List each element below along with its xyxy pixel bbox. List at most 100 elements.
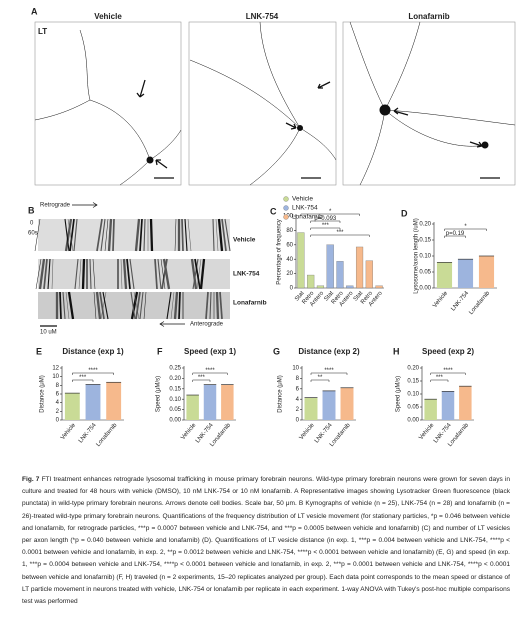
bar [424, 399, 437, 420]
kymo-line [78, 258, 82, 290]
kymo-line [95, 291, 102, 320]
panel-letter: C [270, 206, 277, 216]
legend-marker [283, 196, 289, 202]
x-tick-label: Stat [353, 290, 365, 302]
bar [441, 391, 455, 420]
kymo-line [99, 291, 105, 320]
y-tick-label: 0.15 [419, 238, 431, 244]
direction-label: Retrograde [40, 203, 71, 209]
y-tick-label: 0 [56, 418, 60, 424]
y-tick-label: 8 [56, 383, 60, 389]
significance-bracket [444, 228, 487, 231]
bar [365, 260, 373, 289]
x-tick-label: Stat [323, 290, 335, 302]
significance-bracket [310, 372, 348, 375]
image-frame [34, 21, 182, 186]
bar [297, 232, 305, 289]
arrow [393, 107, 409, 116]
bar [186, 395, 199, 420]
arrow [159, 321, 185, 327]
y-tick-label: 0.00 [419, 286, 431, 292]
y-tick-label: 0.00 [407, 418, 419, 424]
kymo-line [134, 218, 141, 252]
y-tick-label: 0.10 [407, 392, 419, 398]
chart-title: Distance (exp 2) [298, 347, 360, 356]
kymo-line [187, 218, 192, 252]
significance-label: **** [443, 368, 453, 374]
chart-title: Distance (exp 1) [62, 347, 124, 356]
cell-body [297, 125, 303, 131]
kymo-line [107, 218, 113, 252]
kymo-line [126, 258, 131, 290]
image-frame [188, 21, 337, 186]
y-tick-label: 0.20 [419, 222, 431, 228]
kymo-line [139, 291, 144, 320]
y-tick-label: 40 [286, 257, 293, 263]
kymo-line [205, 291, 209, 320]
kymo-line [34, 218, 41, 252]
kymo-line [154, 258, 158, 290]
kymo-line [143, 218, 146, 252]
significance-bracket [192, 379, 211, 382]
kymo-line [215, 218, 219, 252]
significance-label: *** [436, 375, 444, 381]
y-tick-label: 0.20 [169, 376, 181, 382]
x-tick-label: Vehicle [299, 422, 316, 441]
y-tick-label: 6 [56, 392, 60, 398]
x-tick-label: Vehicle [418, 422, 435, 441]
kymo-line [162, 258, 171, 290]
kymo-line [65, 291, 70, 320]
cell-body [379, 104, 391, 116]
y-tick-label: 0.05 [169, 407, 181, 413]
cell-body [481, 141, 489, 149]
kymo-line [212, 218, 215, 252]
kymo-line [209, 291, 212, 320]
image-title: Lonafarnib [408, 12, 449, 21]
y-tick-label: 10 [292, 366, 299, 372]
y-tick-label: 0.15 [407, 379, 419, 385]
chart-title: Speed (exp 1) [184, 347, 236, 356]
y-axis-label: Lysosome/axon length (/uM) [414, 218, 420, 293]
kymo-line [190, 258, 198, 290]
y-tick-label: 0.10 [419, 254, 431, 260]
legend-label: Lonafarnib [292, 214, 323, 221]
kymo-line [160, 258, 166, 290]
kymo-line [120, 258, 123, 290]
kymo-line [59, 291, 62, 320]
kymo-line [51, 258, 54, 290]
kymo-line [161, 258, 168, 290]
kymo-line [166, 291, 172, 320]
row-label: Lonafarnib [233, 300, 267, 307]
neurite [189, 21, 337, 186]
significance-label: p=0.19 [446, 231, 465, 237]
y-axis-label: Distance (μM) [278, 375, 284, 412]
kymo-line [199, 258, 206, 290]
x-tick-label: Stat [294, 290, 306, 302]
significance-label: *** [336, 230, 344, 236]
y-tick-label: 12 [52, 366, 59, 372]
y-tick-label: 10 [52, 374, 59, 380]
bar [322, 390, 336, 420]
significance-label: *** [322, 223, 330, 229]
significance-label: **** [205, 368, 215, 374]
kymo-line [143, 291, 147, 320]
significance-label: * [329, 209, 332, 215]
figure: A LT Vehicle LNK-754 Lonafarnib B Retrog… [28, 6, 516, 448]
legend-label: LNK-754 [292, 205, 318, 212]
bar [316, 285, 325, 289]
kymo-line [192, 258, 199, 290]
kymo-line [174, 218, 177, 252]
y-tick-label: 4 [56, 400, 60, 406]
arrow [155, 159, 168, 169]
bar [375, 285, 383, 289]
kymo-line [184, 218, 188, 252]
significance-label: * [464, 224, 467, 230]
significance-label: **** [88, 368, 98, 374]
bar [203, 384, 217, 420]
image-title: Vehicle [94, 12, 122, 21]
y-tick-label: 6 [296, 386, 300, 392]
x-tick-label: LNK-754 [78, 422, 98, 445]
kymo-line [181, 218, 184, 252]
image-title: LNK-754 [246, 12, 279, 21]
neurite [34, 29, 182, 186]
